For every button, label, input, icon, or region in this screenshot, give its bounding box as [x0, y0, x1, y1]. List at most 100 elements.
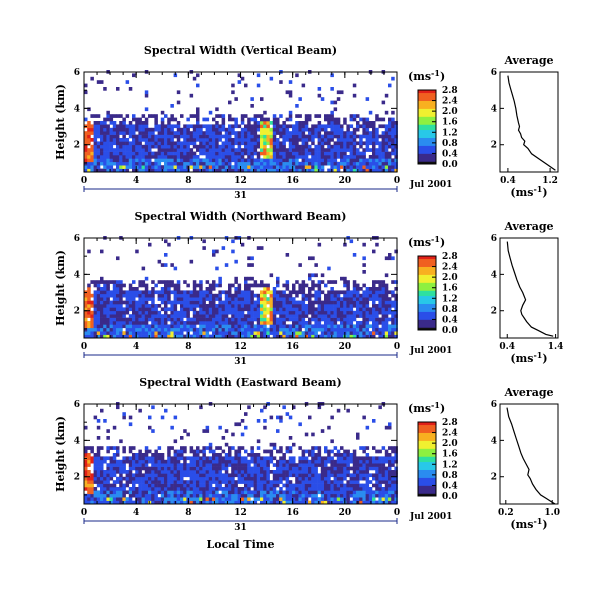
- heatmap-cell: [385, 314, 389, 318]
- heatmap-cell: [308, 470, 312, 474]
- heatmap-cell: [222, 328, 226, 332]
- heatmap-cell: [158, 463, 162, 467]
- heatmap-cell: [241, 128, 245, 132]
- heatmap-cell: [327, 318, 331, 322]
- heatmap-cell: [154, 318, 158, 322]
- heatmap-cell: [113, 467, 117, 471]
- heatmap-cell: [151, 460, 155, 464]
- heatmap-cell: [90, 328, 94, 332]
- heatmap-cell: [209, 470, 213, 474]
- heatmap-cell: [161, 290, 165, 294]
- heatmap-cell: [215, 470, 219, 474]
- heatmap-cell: [225, 463, 229, 467]
- colorbar-tick-label: 1.2: [442, 460, 458, 470]
- heatmap-cell: [180, 158, 184, 162]
- heatmap-cell: [151, 429, 155, 433]
- heatmap-cell: [314, 497, 318, 501]
- heatmap-cell: [314, 456, 318, 460]
- heatmap-cell: [266, 494, 270, 498]
- heatmap-cell: [183, 494, 187, 498]
- heatmap-cell: [295, 104, 299, 108]
- heatmap-cell: [202, 162, 206, 166]
- heatmap-cell: [97, 311, 101, 315]
- heatmap-cell: [327, 490, 331, 494]
- heatmap-cell: [375, 324, 379, 328]
- heatmap-cell: [100, 490, 104, 494]
- heatmap-cell: [270, 290, 274, 294]
- heatmap-cell: [318, 405, 322, 409]
- heatmap-cell: [314, 324, 318, 328]
- heatmap-cell: [212, 304, 216, 308]
- heatmap-cell: [154, 114, 158, 118]
- heatmap-cell: [100, 304, 104, 308]
- heatmap-cell: [100, 307, 104, 311]
- heatmap-cell: [257, 124, 261, 128]
- heatmap-cell: [222, 246, 226, 250]
- heatmap-cell: [372, 294, 376, 298]
- heatmap-cell: [129, 155, 133, 159]
- heatmap-cell: [231, 294, 235, 298]
- heatmap-cell: [97, 467, 101, 471]
- heatmap-cell: [177, 135, 181, 139]
- heatmap-cell: [234, 460, 238, 464]
- heatmap-cell: [180, 155, 184, 159]
- heatmap-cell: [244, 165, 248, 169]
- heatmap-cell: [196, 73, 200, 77]
- heatmap-cell: [148, 416, 152, 420]
- heatmap-cell: [186, 307, 190, 311]
- heatmap-cell: [174, 473, 178, 477]
- heatmap-cell: [148, 152, 152, 156]
- heatmap-cell: [343, 318, 347, 322]
- heatmap-cell: [247, 460, 251, 464]
- heatmap-cell: [193, 301, 197, 305]
- heatmap-cell: [154, 135, 158, 139]
- heatmap-cell: [263, 456, 267, 460]
- heatmap-cell: [97, 497, 101, 501]
- heatmap-cell: [334, 131, 338, 135]
- heatmap-cell: [234, 470, 238, 474]
- heatmap-cell: [222, 158, 226, 162]
- heatmap-cell: [145, 294, 149, 298]
- heatmap-cell: [273, 477, 277, 481]
- heatmap-cell: [94, 477, 98, 481]
- heatmap-cell: [138, 145, 142, 149]
- heatmap-cell: [330, 301, 334, 305]
- heatmap-cell: [324, 460, 328, 464]
- heatmap-cell: [199, 290, 203, 294]
- heatmap-cell: [286, 450, 290, 454]
- heatmap-cell: [228, 484, 232, 488]
- heatmap-cell: [289, 484, 293, 488]
- heatmap-cell: [84, 321, 88, 325]
- heatmap-cell: [154, 158, 158, 162]
- heatmap-cell: [254, 331, 258, 335]
- heatmap-title-1: Spectral Width (Northward Beam): [135, 210, 347, 223]
- heatmap-cell: [247, 158, 251, 162]
- heatmap-cell: [298, 97, 302, 101]
- heatmap-cell: [202, 490, 206, 494]
- heatmap-cell: [282, 318, 286, 322]
- heatmap-cell: [385, 124, 389, 128]
- heatmap-cell: [385, 477, 389, 481]
- heatmap-cell: [346, 470, 350, 474]
- heatmap-cell: [97, 297, 101, 301]
- heatmap-cell: [372, 497, 376, 501]
- heatmap-cell: [113, 155, 117, 159]
- heatmap-cell: [286, 477, 290, 481]
- heatmap-cell: [247, 331, 251, 335]
- heatmap-cell: [292, 484, 296, 488]
- heatmap-cell: [382, 460, 386, 464]
- heatmap-cell: [202, 246, 206, 250]
- heatmap-cell: [87, 446, 91, 450]
- heatmap-cell: [260, 145, 264, 149]
- heatmap-cell: [250, 263, 254, 267]
- heatmap-cell: [263, 121, 267, 125]
- heatmap-cell: [289, 158, 293, 162]
- heatmap-cell: [359, 287, 363, 291]
- heatmap-cell: [266, 497, 270, 501]
- heatmap-cell: [343, 321, 347, 325]
- heatmap-cell: [129, 324, 133, 328]
- heatmap-cell: [145, 131, 149, 135]
- heatmap-cell: [94, 121, 98, 125]
- heatmap-cell: [215, 314, 219, 318]
- heatmap-cell: [177, 494, 181, 498]
